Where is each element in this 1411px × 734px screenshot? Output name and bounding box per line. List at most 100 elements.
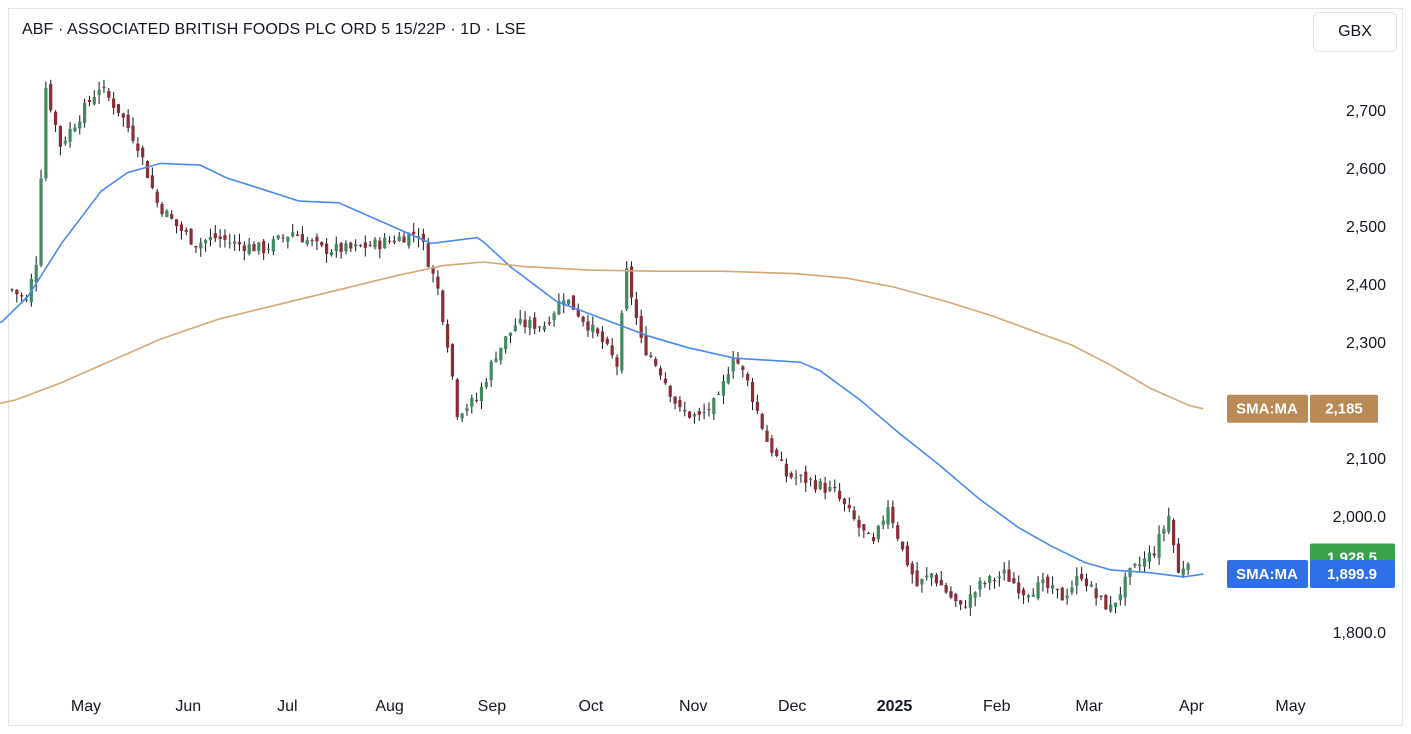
sma-slow-badge: SMA:MA 2,185 [1227, 394, 1378, 423]
candle-down [939, 580, 943, 586]
candle-up [1065, 595, 1069, 599]
candle-up [271, 239, 275, 252]
price-axis[interactable]: 1,800.0 2,000.0 2,100 2,300 2,400 2,500 2,600 2… [1333, 103, 1386, 642]
candle-up [528, 319, 532, 328]
price-tick-label: 2,000.0 [1333, 509, 1386, 526]
candle-up [799, 475, 803, 477]
candle-up [988, 576, 992, 583]
candle-up [997, 576, 1001, 578]
candle-up [334, 243, 338, 252]
candle-down [533, 317, 537, 329]
candle-up [460, 413, 464, 419]
candle-up [286, 236, 290, 242]
candle-down [455, 379, 459, 417]
candle-up [1109, 604, 1113, 612]
candle-up [1031, 594, 1035, 597]
sma-slow-badge-label: SMA:MA [1236, 401, 1298, 418]
candle-down [315, 236, 319, 242]
candle-up [552, 313, 556, 321]
candle-up [344, 243, 348, 252]
candle-up [499, 347, 503, 361]
candle-up [1162, 528, 1166, 534]
candle-down [678, 399, 682, 408]
candle-up [828, 487, 832, 491]
candle-down [838, 490, 842, 499]
candle-up [257, 242, 261, 251]
time-tick-label: Feb [983, 698, 1011, 715]
candle-down [644, 335, 648, 356]
candle-down [804, 471, 808, 483]
candle-down [189, 228, 193, 245]
candle-up [731, 358, 735, 372]
candle-up [1036, 582, 1040, 599]
candle-up [1113, 602, 1118, 608]
candle-down [1055, 588, 1060, 590]
chart-frame [8, 8, 1403, 726]
candle-up [233, 241, 237, 244]
candle-down [412, 231, 416, 235]
candle-down [896, 525, 900, 539]
candle-down [112, 98, 116, 108]
candle-down [426, 243, 430, 267]
candle-up [1026, 595, 1030, 598]
candle-up [83, 102, 87, 123]
candle-down [610, 345, 614, 356]
candle-down [673, 396, 677, 404]
candle-down [683, 410, 687, 412]
candle-up [39, 178, 43, 266]
candle-down [847, 504, 851, 509]
candle-down [770, 438, 774, 453]
candle-up [228, 242, 232, 244]
candle-down [615, 357, 619, 367]
currency-button[interactable]: GBX [1313, 12, 1397, 52]
candle-down [58, 126, 62, 147]
candle-up [1186, 563, 1190, 570]
candle-up [794, 477, 798, 479]
candle-up [886, 507, 890, 525]
sma-fast-line [0, 162, 1204, 578]
candle-down [1084, 578, 1089, 587]
candle-up [44, 87, 48, 179]
candle-up [1002, 569, 1006, 574]
candle-up [1147, 552, 1151, 562]
candle-up [973, 592, 977, 598]
candle-up [542, 326, 546, 330]
candle-down [281, 237, 285, 239]
candle-down [867, 533, 871, 535]
time-tick-label: Jul [277, 698, 297, 715]
candle-up [508, 332, 513, 336]
candle-down [15, 289, 19, 295]
time-tick-label: 2025 [877, 698, 913, 715]
candle-down [523, 319, 527, 328]
candle-down [223, 235, 227, 240]
candle-up [73, 127, 77, 132]
candle-up [494, 358, 498, 363]
candle-up [818, 481, 822, 490]
candle-down [629, 266, 634, 298]
time-axis[interactable]: May Jun Jul Aug Sep Oct Nov Dec 2025 Feb Mar Apr May [71, 698, 1306, 715]
candle-down [905, 545, 909, 566]
candle-down [1046, 576, 1050, 589]
candle-up [692, 414, 697, 417]
candle-down [1152, 553, 1156, 556]
candle-down [707, 409, 711, 411]
candle-down [605, 338, 609, 344]
candle-down [1021, 589, 1026, 596]
candle-up [1138, 564, 1142, 567]
candle-down [654, 358, 658, 366]
candle-down [363, 242, 367, 248]
candle-up [513, 325, 517, 331]
candle-up [354, 244, 358, 247]
candle-down [891, 506, 895, 524]
candle-down [116, 104, 121, 113]
candle-down [126, 114, 130, 128]
candle-up [562, 300, 566, 306]
candle-down [784, 463, 788, 477]
candle-down [959, 600, 963, 605]
candle-down [697, 411, 701, 415]
candle-up [479, 386, 484, 402]
candle-up [1089, 584, 1093, 587]
candle-up [1075, 575, 1079, 586]
candle-up [1041, 579, 1045, 584]
